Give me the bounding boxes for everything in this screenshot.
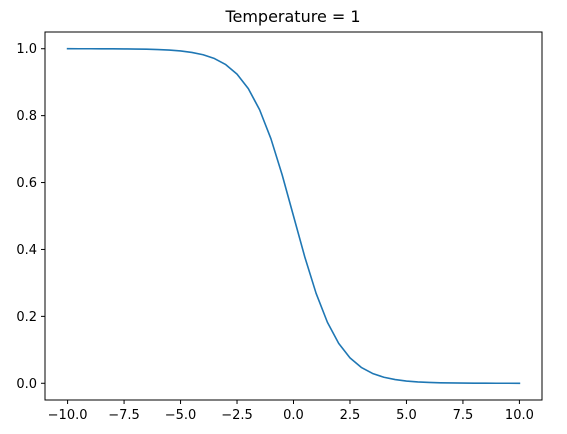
chart-title: Temperature = 1 — [224, 7, 360, 26]
x-tick-label: −10.0 — [48, 408, 88, 423]
x-tick-label: 7.5 — [453, 408, 474, 423]
y-tick-label: 0.2 — [16, 310, 37, 325]
y-tick-label: 0.4 — [16, 243, 37, 258]
x-tick-label: −5.0 — [165, 408, 197, 423]
y-tick-label: 0.0 — [16, 377, 37, 392]
x-tick-label: 0.0 — [283, 408, 304, 423]
x-tick-label: 5.0 — [396, 408, 417, 423]
x-tick-label: 10.0 — [505, 408, 534, 423]
plot-area: −10.0 −7.5 −5.0 −2.5 0.0 2.5 5.0 7.5 10.0 0.0 0.2 0… — [16, 31, 543, 423]
x-tick-label: −7.5 — [108, 408, 140, 423]
y-tick-label: 0.8 — [16, 109, 37, 124]
y-tick-label: 0.6 — [16, 176, 37, 191]
y-tick-label: 1.0 — [16, 42, 37, 57]
x-tick-label: −2.5 — [221, 408, 253, 423]
series-line-0 — [66, 47, 521, 385]
x-tick-label: 2.5 — [340, 408, 361, 423]
